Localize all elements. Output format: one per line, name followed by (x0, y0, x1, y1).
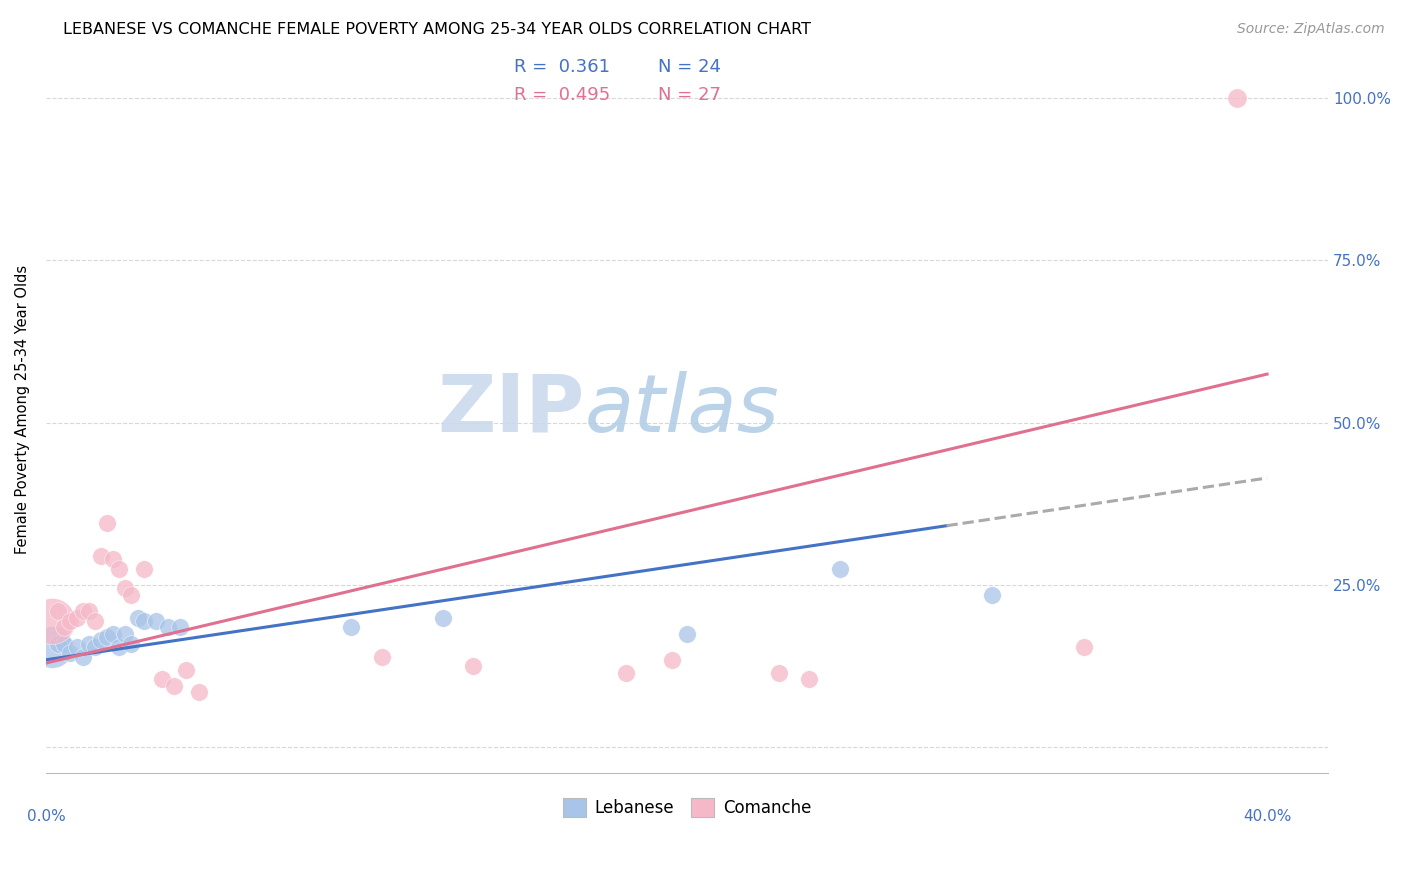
Point (59, 646, 82, 660)
Point (59, 614, 82, 628)
Point (96, 516, 118, 531)
Legend: Lebanese, Comanche: Lebanese, Comanche (553, 788, 821, 827)
Point (169, 620, 191, 634)
Text: N = 24: N = 24 (658, 58, 720, 77)
Point (65, 610, 87, 624)
Point (127, 610, 149, 624)
Point (432, 610, 454, 624)
Point (614, 665, 637, 680)
Point (371, 649, 394, 664)
Point (53, 620, 76, 634)
Point (187, 685, 209, 699)
Point (83, 614, 105, 628)
Point (661, 653, 683, 667)
Point (90, 633, 112, 648)
Point (90, 549, 112, 563)
Point (120, 588, 142, 602)
Point (41, 640, 63, 654)
Text: Source: ZipAtlas.com: Source: ZipAtlas.com (1237, 22, 1385, 37)
Point (114, 627, 136, 641)
Point (676, 627, 699, 641)
Point (157, 620, 180, 634)
Text: 0.0%: 0.0% (27, 809, 65, 824)
Point (163, 679, 186, 693)
Point (768, 665, 790, 680)
Point (828, 562, 851, 576)
Point (114, 582, 136, 596)
Point (799, 673, 821, 687)
Point (108, 562, 131, 576)
Point (150, 673, 173, 687)
Point (46, 604, 69, 618)
Point (132, 562, 155, 576)
Point (83, 640, 105, 654)
Point (101, 627, 124, 641)
Point (340, 620, 363, 634)
Text: ZIP: ZIP (437, 371, 585, 449)
Text: 40.0%: 40.0% (1243, 809, 1291, 824)
Point (463, 659, 485, 673)
Text: LEBANESE VS COMANCHE FEMALE POVERTY AMONG 25-34 YEAR OLDS CORRELATION CHART: LEBANESE VS COMANCHE FEMALE POVERTY AMON… (63, 22, 811, 37)
Point (132, 614, 155, 628)
Point (120, 636, 142, 650)
Text: N = 27: N = 27 (658, 86, 720, 104)
Point (53, 636, 76, 650)
Point (981, 588, 1004, 602)
Point (46, 636, 69, 650)
Point (96, 630, 118, 644)
Point (77, 604, 100, 618)
Y-axis label: Female Poverty Among 25-34 Year Olds: Female Poverty Among 25-34 Year Olds (15, 265, 30, 555)
Point (77, 636, 100, 650)
Point (65, 640, 87, 654)
Point (108, 640, 131, 654)
Text: atlas: atlas (585, 371, 779, 449)
Point (72, 649, 94, 664)
Point (176, 663, 198, 677)
Text: R =  0.361: R = 0.361 (515, 58, 610, 77)
Point (145, 614, 167, 628)
Point (1073, 640, 1095, 654)
Point (41, 614, 63, 628)
Point (101, 552, 124, 566)
Text: R =  0.495: R = 0.495 (515, 86, 610, 104)
Point (72, 604, 94, 618)
Point (1225, 91, 1247, 105)
